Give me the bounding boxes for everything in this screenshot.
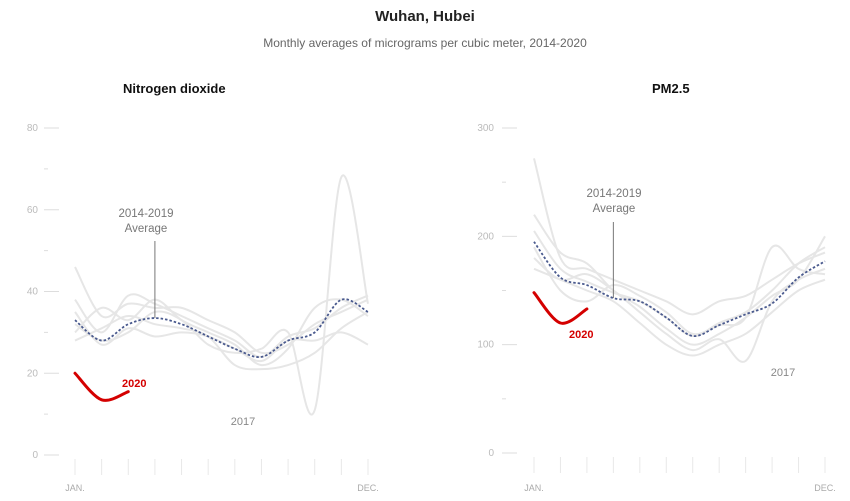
pm25-ytick-label: 300 [477, 123, 494, 134]
no2-ytick-label: 20 [27, 368, 39, 379]
chart-title: Wuhan, Hubei [375, 8, 475, 25]
pm25-month-label-jan: JAN. [524, 483, 544, 493]
no2-2020-label: 2020 [122, 378, 146, 390]
pm25-year-label-2017: 2017 [771, 367, 795, 379]
no2-year-line-1 [74, 266, 369, 355]
pm25-ytick-label: 100 [477, 340, 494, 351]
pm25-year-line-5 [533, 267, 826, 357]
no2-year-label-2017: 2017 [231, 416, 255, 428]
no2-ytick-label: 60 [27, 205, 39, 216]
pm25-2020-label: 2020 [569, 329, 593, 341]
no2-year-line-2 [74, 293, 369, 358]
pm25-ytick-label: 200 [477, 231, 494, 242]
pm25-year-line-6 [533, 244, 826, 336]
pm25-month-label-dec: DEC. [814, 483, 836, 493]
pm25-annotation-line1: 2014-2019 [587, 188, 642, 200]
no2-month-label-jan: JAN. [65, 483, 85, 493]
pm25-2020-line [532, 291, 589, 325]
pm25-year-line-4 [533, 257, 826, 363]
no2-ytick-label: 80 [27, 123, 39, 134]
pm25-year-line-2 [533, 214, 826, 346]
no2-ytick-label: 40 [27, 287, 39, 298]
pm25-annotation-line2: Average [593, 203, 636, 215]
no2-average-line [74, 298, 369, 358]
pm25-average-line [533, 241, 826, 337]
no2-year-line-6 [74, 174, 369, 416]
no2-ytick-label: 0 [32, 450, 38, 461]
no2-2020-line [73, 371, 130, 402]
panel-title-no2: Nitrogen dioxide [123, 81, 226, 96]
pm25-ytick-label: 0 [488, 448, 494, 459]
no2-year-line-3 [74, 298, 369, 367]
pm25-year-line-1 [533, 158, 826, 316]
no2-annotation-line1: 2014-2019 [119, 208, 174, 220]
no2-month-label-dec: DEC. [357, 483, 379, 493]
chart-subtitle: Monthly averages of micrograms per cubic… [263, 36, 587, 50]
panel-title-pm25: PM2.5 [652, 81, 690, 96]
no2-annotation-line2: Average [125, 223, 168, 235]
